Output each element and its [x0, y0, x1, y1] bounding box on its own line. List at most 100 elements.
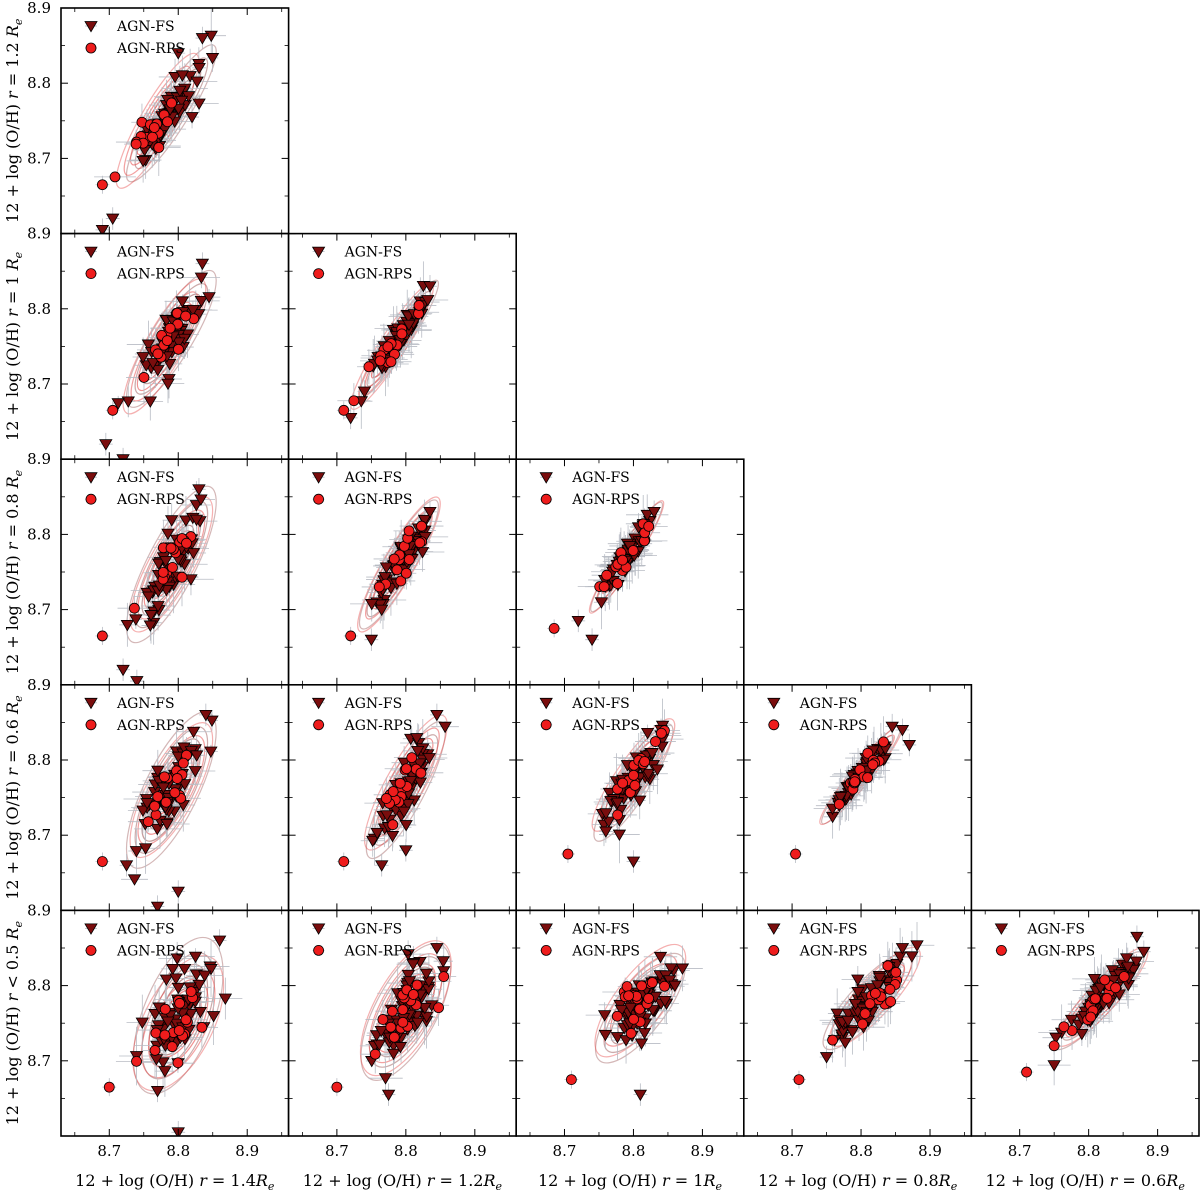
agn-fs-point	[1137, 946, 1151, 959]
agn-fs-point	[195, 33, 210, 45]
legend-rps-marker	[768, 719, 780, 731]
agn-fs-point	[419, 1011, 434, 1024]
agn-fs-point	[143, 396, 158, 408]
legend: AGN-FS AGN-RPS	[84, 921, 185, 959]
agn-fs-point	[156, 1057, 170, 1069]
agn-rps-point	[345, 630, 357, 642]
agn-fs-point	[150, 1085, 165, 1098]
agn-fs-point	[192, 62, 206, 75]
agn-rps-point	[628, 1013, 640, 1025]
agn-fs-point	[186, 726, 201, 739]
legend-rps-label: AGN-RPS	[571, 718, 640, 734]
agn-fs-point	[871, 980, 885, 992]
agn-fs-point	[675, 963, 690, 975]
agn-fs-point	[150, 823, 164, 836]
legend-fs-marker	[539, 697, 553, 710]
agn-rps-point	[348, 395, 360, 407]
agn-fs-point	[121, 396, 135, 408]
agn-rps-point	[160, 796, 172, 808]
x-axis-label: 12 + log (O/H) r = 0.6Re	[986, 1171, 1186, 1192]
agn-fs-point	[602, 787, 617, 800]
y-tick-label: 8.9	[27, 0, 51, 17]
y-tick-label: 8.9	[27, 676, 51, 694]
agn-rps-point	[1118, 971, 1130, 982]
x-axis-label: 12 + log (O/H) r = 0.8Re	[758, 1171, 958, 1192]
agn-fs-point	[910, 940, 924, 952]
agn-fs-point	[192, 98, 206, 111]
agn-fs-point	[144, 610, 158, 622]
agn-fs-point	[664, 963, 678, 975]
agn-fs-point	[158, 1066, 172, 1078]
legend: AGN-FS AGN-RPS	[84, 470, 185, 508]
agn-rps-point	[173, 343, 184, 355]
agn-fs-point	[174, 95, 189, 108]
agn-fs-point	[194, 295, 209, 308]
agn-fs-point	[186, 304, 200, 317]
legend-fs-marker	[767, 697, 781, 710]
agn-rps-point	[96, 179, 108, 191]
agn-fs-point	[594, 597, 609, 609]
agn-rps-point	[169, 787, 181, 799]
agn-fs-point	[119, 860, 134, 872]
agn-rps-point	[162, 116, 173, 128]
y-tick-label: 8.8	[27, 977, 51, 995]
agn-fs-point	[653, 951, 668, 964]
agn-rps-point	[401, 763, 412, 775]
agn-fs-point	[183, 71, 197, 83]
agn-fs-point	[397, 806, 411, 819]
agn-rps-point	[174, 997, 186, 1009]
legend-rps-marker	[313, 719, 325, 731]
agn-rps-point	[1110, 982, 1121, 994]
agn-fs-point	[379, 562, 394, 574]
y-tick-label: 8.8	[27, 74, 51, 92]
agn-rps-point	[884, 983, 896, 995]
x-tick-label: 8.9	[235, 1142, 259, 1160]
x-tick-label: 8.8	[1077, 1142, 1101, 1160]
agn-fs-point	[422, 976, 436, 988]
agn-fs-point	[1047, 1060, 1061, 1072]
agn-rps-point	[385, 1021, 397, 1033]
panel-r4-c4: AGN-FS AGN-RPS	[970, 909, 1200, 1137]
legend-rps-label: AGN-RPS	[799, 718, 868, 734]
legend-rps-marker	[540, 493, 552, 505]
agn-fs-point	[171, 886, 185, 899]
axis-labels: 8.7 8.8 8.9 8.7 8.8 8.9 8.7 8.8 8.9 8.7 8.8 8.9 8.7 8…	[3, 0, 1185, 1192]
agn-fs-point	[357, 386, 372, 399]
agn-fs-point	[411, 1017, 425, 1030]
agn-fs-point	[411, 745, 425, 758]
agn-rps-point	[890, 966, 902, 978]
agn-fs-point	[1130, 931, 1144, 944]
agn-fs-point	[189, 750, 204, 762]
agn-rps-point	[438, 971, 450, 983]
agn-rps-point	[152, 791, 164, 802]
agn-fs-point	[1121, 961, 1135, 974]
agn-fs-point	[99, 439, 113, 451]
panel-r2-c0: AGN-FS AGN-RPS	[60, 458, 290, 686]
agn-fs-point	[640, 728, 655, 740]
agn-fs-point	[136, 805, 150, 818]
legend-fs-label: AGN-FS	[344, 921, 403, 937]
agn-fs-point	[668, 980, 682, 993]
legend-fs-marker	[311, 923, 326, 935]
x-axis-label: 12 + log (O/H) r = 1Re	[538, 1171, 723, 1192]
agn-fs-point	[184, 1008, 198, 1021]
agn-fs-point	[819, 1052, 834, 1064]
x-axis-label: 12 + log (O/H) r = 1.2Re	[303, 1171, 503, 1192]
legend-rps-marker	[540, 719, 552, 731]
legend-rps-label: AGN-RPS	[116, 492, 185, 508]
agn-rps-point	[833, 798, 845, 810]
legend-rps-marker	[768, 945, 780, 956]
agn-rps-point	[634, 1003, 646, 1015]
agn-fs-point	[430, 709, 444, 722]
legend-rps-label: AGN-RPS	[344, 492, 413, 508]
agn-rps-point	[159, 771, 170, 783]
agn-rps-point	[131, 1055, 142, 1067]
agn-fs-point	[120, 619, 135, 632]
agn-rps-point	[859, 1008, 871, 1019]
legend: AGN-FS AGN-RPS	[767, 921, 868, 959]
agn-rps-point	[180, 1014, 192, 1026]
y-tick-label: 8.9	[27, 901, 51, 919]
panel-r4-c0: AGN-FS AGN-RPS	[60, 909, 290, 1137]
agn-fs-point	[626, 856, 641, 869]
agn-fs-point	[129, 846, 144, 858]
